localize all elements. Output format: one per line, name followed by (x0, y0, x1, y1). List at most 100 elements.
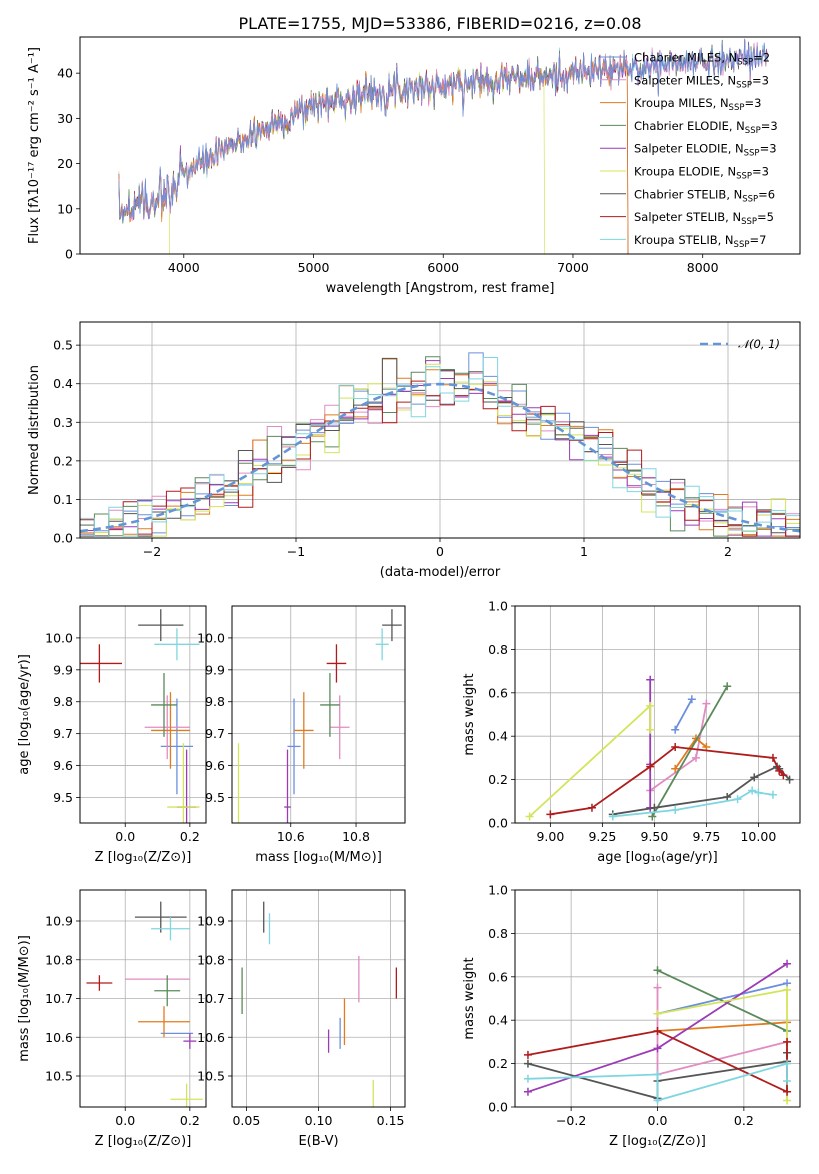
errorbar-chabrier-stelib (134, 901, 187, 933)
errorbar-salpeter-miles (144, 695, 190, 760)
y-tick-label: 10.6 (45, 1030, 73, 1045)
x-tick-label: 2 (724, 544, 732, 559)
weight-line-chabrier-miles (674, 698, 693, 731)
weight-marker (523, 1050, 532, 1059)
y-tick-label: 9.5 (205, 790, 225, 805)
y-tick-label: 10.5 (45, 1069, 73, 1084)
errorbar-chabrier-elodie (151, 673, 177, 737)
y-tick-label: 9.8 (53, 694, 73, 709)
axes-frame (231, 605, 406, 824)
mass-vs-Z-panel: 0.0 0.2 10.5 10.6 10.7 10.8 10.9 Z [log₁₀(Z/Z⊙)… (17, 889, 207, 1149)
y-tick-label: 0.6 (488, 685, 508, 700)
residual-histogram-plot (80, 352, 800, 537)
errorbar-chabrier-stelib (382, 609, 402, 642)
x-tick-label: 0 (436, 544, 444, 559)
weight-marker (687, 695, 696, 704)
mass-weight-vs-age-panel: 9.00 9.25 9.50 9.75 10.00 0.0 0.2 0.4 0.6 0.8 1.0 a… (462, 599, 801, 865)
x-tick-label: 9.75 (692, 829, 720, 844)
errorbar-kroupa-stelib (154, 628, 200, 661)
spectrum-panel: 4000 5000 6000 7000 8000 0 10 20 30 40 wavelength … (27, 36, 801, 296)
spectrum-line-chabrier-miles (118, 38, 768, 223)
weight-marker (783, 959, 792, 968)
weight-marker (783, 1076, 792, 1085)
weight-marker (723, 792, 732, 801)
spectrum-plot (118, 38, 768, 254)
x-axis-label: Z [log₁₀(Z/Z⊙)] (95, 1134, 192, 1149)
weight-marker (783, 1059, 792, 1068)
mass-weight-vs-age-plot (525, 675, 794, 821)
y-tick-label: 1.0 (488, 599, 508, 614)
y-tick-label: 0.0 (53, 531, 73, 546)
weight-marker (783, 985, 792, 994)
errorbar-kroupa-elodie (167, 743, 200, 823)
axes-frame (79, 321, 801, 539)
x-tick-label: 6000 (427, 260, 459, 275)
legend-label: Kroupa ELODIE, NSSP=3 (634, 165, 769, 182)
y-tick-label: 9.5 (53, 790, 73, 805)
errorbar-kroupa-miles (138, 1006, 190, 1038)
mass-weight-vs-Z-plot (523, 959, 792, 1105)
x-tick-label: 10.6 (277, 829, 305, 844)
axes-frame (79, 889, 207, 1108)
y-tick-label: 0.2 (53, 453, 73, 468)
weight-marker (653, 1070, 662, 1079)
weight-marker (671, 743, 680, 752)
x-tick-label: 1 (580, 544, 588, 559)
legend-label: Salpeter ELODIE, NSSP=3 (634, 142, 777, 159)
weight-marker (523, 1074, 532, 1083)
weight-marker (750, 773, 759, 782)
axes-frame (231, 889, 406, 1108)
y-tick-label: 9.7 (205, 726, 225, 741)
x-axis-label: age [log₁₀(age/yr)] (597, 850, 718, 865)
weight-marker (646, 725, 655, 734)
errorbar-chabrier-miles (287, 698, 301, 795)
weight-marker (783, 1037, 792, 1046)
errorbar-salpeter-miles (329, 695, 350, 760)
y-tick-label: 0.1 (53, 492, 73, 507)
weight-marker (783, 1096, 792, 1105)
errorbar-salpeter-stelib (326, 644, 347, 683)
spectrum-line-kroupa-elodie (118, 59, 547, 254)
y-axis-label: mass [log₁₀(M/M⊙)] (17, 935, 32, 1062)
weight-line-kroupa-miles (674, 737, 707, 770)
weight-marker (779, 771, 788, 780)
axes-frame (79, 36, 801, 255)
y-tick-label: 9.6 (53, 758, 73, 773)
weight-marker (650, 803, 659, 812)
weight-marker (653, 966, 662, 975)
y-tick-label: 0.2 (488, 1056, 508, 1071)
errorbar-salpeter-elodie (284, 749, 291, 823)
y-tick-label: 40 (57, 66, 73, 81)
weight-marker (646, 762, 655, 771)
normal-curve (80, 382, 800, 533)
x-axis-label: (data-model)/error (380, 565, 501, 580)
y-tick-label: 0.8 (488, 642, 508, 657)
x-tick-label: 4000 (168, 260, 200, 275)
x-axis-label: mass [log₁₀(M/M⊙)] (255, 850, 382, 865)
y-tick-label: 10.7 (45, 991, 73, 1006)
y-tick-label: 0.8 (488, 926, 508, 941)
residual-histogram-panel: −2 −1 0 1 2 0.0 0.1 0.2 0.3 0.4 0.5 (data-model)/er… (27, 321, 801, 580)
y-tick-label: 10 (57, 201, 73, 216)
x-tick-label: 5000 (298, 260, 330, 275)
weight-marker (768, 753, 777, 762)
y-tick-label: 0.6 (488, 969, 508, 984)
weight-marker (768, 790, 777, 799)
errorbar-chabrier-elodie (320, 673, 340, 737)
weight-marker (785, 775, 794, 784)
weight-marker (525, 812, 534, 821)
axes-frame (514, 605, 801, 824)
y-tick-label: 9.9 (53, 662, 73, 677)
weight-marker (653, 1096, 662, 1105)
legend-label: 𝒩(0, 1) (738, 337, 780, 351)
x-tick-label: 9.50 (640, 829, 668, 844)
figure-title: PLATE=1755, MJD=53386, FIBERID=0216, z=0… (238, 14, 641, 33)
weight-line-kroupa-elodie (528, 703, 652, 818)
x-tick-label: 10.00 (740, 829, 776, 844)
weight-line-chabrier-elodie (657, 969, 788, 1032)
x-axis-label: Z [log₁₀(Z/Z⊙)] (95, 850, 192, 865)
errorbar-salpeter-elodie (183, 1033, 197, 1049)
mass-vs-Z-plot (86, 901, 203, 1107)
age-vs-Z-panel: 0.0 0.2 9.5 9.6 9.7 9.8 9.9 10.0 Z [log₁₀(Z/Z⊙)]… (17, 605, 207, 865)
y-tick-label: 9.9 (205, 662, 225, 677)
